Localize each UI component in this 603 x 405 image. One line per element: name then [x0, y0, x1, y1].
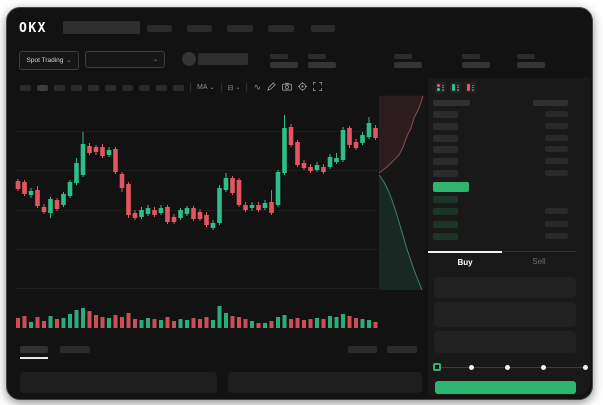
fullscreen-icon[interactable] [312, 82, 322, 93]
buy-submit-button[interactable] [435, 381, 576, 394]
amount-input[interactable] [434, 302, 576, 327]
nav-item-placeholder[interactable] [311, 25, 335, 32]
indicator-button[interactable]: MA ⌄ [197, 84, 215, 91]
buy-amount-placeholder [545, 233, 568, 240]
book-bids-icon[interactable] [450, 82, 461, 93]
sell-amount-placeholder [545, 111, 568, 117]
chevron-down-icon: ⌄ [235, 85, 241, 91]
sell-price-placeholder[interactable] [433, 111, 458, 118]
pair-name-placeholder [198, 53, 248, 65]
total-input[interactable] [434, 331, 576, 353]
price-input[interactable] [434, 277, 576, 298]
coin-avatar [182, 52, 196, 66]
toolbar-divider [246, 83, 248, 92]
sell-amount-placeholder [545, 134, 568, 141]
market-type-label: Spot Trading [26, 57, 64, 64]
sell-amount-placeholder [545, 146, 568, 153]
buy-amount-placeholder [545, 208, 568, 215]
okx-logo: OKX [19, 20, 47, 37]
slider-mark[interactable] [583, 365, 588, 370]
slider-mark[interactable] [469, 365, 474, 370]
chart-toolbar: MA ⌄ ⊟ ⌄ ∿ [20, 82, 322, 93]
slider-handle[interactable] [433, 363, 441, 371]
line-style-icon[interactable]: ∿ [253, 82, 261, 92]
ticker-stat [308, 54, 336, 68]
timeframe-button[interactable] [71, 84, 82, 91]
pair-selector-dropdown[interactable]: ⌄ [85, 51, 165, 68]
nav-item-placeholder[interactable] [227, 25, 253, 32]
buy-amount-placeholder [545, 220, 568, 227]
search-input[interactable] [63, 21, 140, 34]
tab-sell[interactable]: Sell [502, 251, 576, 272]
orders-table-placeholder [228, 372, 422, 393]
sell-price-placeholder[interactable] [433, 146, 458, 154]
bottom-action-placeholder[interactable] [348, 346, 377, 353]
book-asks-icon[interactable] [465, 82, 476, 93]
candlestick-chart[interactable] [14, 94, 428, 340]
timeframe-button[interactable] [139, 84, 150, 91]
orderbook-col-header-amount [533, 100, 568, 106]
buy-price-placeholder[interactable] [433, 233, 458, 241]
settings-gear-icon[interactable] [297, 82, 307, 93]
bottom-tab-active[interactable] [20, 346, 48, 353]
toolbar-divider [220, 83, 222, 92]
nav-item-placeholder[interactable] [187, 25, 212, 32]
slider-mark[interactable] [505, 365, 510, 370]
chevron-down-icon: ⌄ [152, 57, 158, 63]
nav-item-placeholder[interactable] [147, 25, 172, 32]
amount-slider-track[interactable] [437, 367, 586, 368]
timeframe-button[interactable] [54, 84, 65, 91]
timeframe-button[interactable] [105, 84, 116, 91]
draw-pencil-icon[interactable] [267, 82, 276, 93]
sell-price-placeholder[interactable] [433, 170, 458, 177]
ticker-stat [394, 54, 422, 68]
chevron-down-icon: ⌄ [66, 58, 72, 64]
sell-price-placeholder[interactable] [433, 158, 458, 166]
toolbar-divider [190, 83, 191, 92]
tab-buy[interactable]: Buy [428, 251, 502, 273]
timeframe-button[interactable] [122, 84, 133, 91]
book-combined-icon[interactable] [435, 82, 446, 93]
last-price-badge [433, 182, 469, 192]
sell-amount-placeholder [545, 170, 568, 176]
chevron-down-icon: ⌄ [209, 85, 215, 91]
slider-mark[interactable] [541, 365, 546, 370]
buy-price-placeholder[interactable] [433, 196, 458, 203]
ticker-stat [270, 54, 298, 68]
orders-table-placeholder [20, 372, 217, 393]
sell-amount-placeholder [545, 122, 568, 129]
overlay-button[interactable]: ⊟ ⌄ [227, 84, 241, 92]
buy-price-placeholder[interactable] [433, 208, 458, 216]
bottom-tab-underline [20, 357, 48, 359]
timeframe-button[interactable] [88, 84, 99, 91]
trade-tabs: Buy Sell [428, 251, 576, 273]
market-type-dropdown[interactable]: Spot Trading ⌄ [19, 51, 79, 70]
timeframe-button[interactable] [20, 84, 31, 91]
timeframe-button[interactable] [173, 84, 184, 91]
buy-price-placeholder[interactable] [433, 220, 458, 228]
orderbook-view-toggles [435, 82, 476, 93]
sell-amount-placeholder [545, 158, 568, 165]
timeframe-button-active[interactable] [37, 84, 48, 91]
nav-item-placeholder[interactable] [268, 25, 294, 32]
orderbook-col-header-price [433, 100, 470, 106]
timeframe-button[interactable] [156, 84, 167, 91]
ticker-stat [517, 54, 545, 68]
bottom-tab[interactable] [60, 346, 90, 353]
sell-price-placeholder[interactable] [433, 134, 458, 142]
camera-icon[interactable] [281, 82, 292, 93]
bottom-action-placeholder[interactable] [387, 346, 417, 353]
sell-price-placeholder[interactable] [433, 122, 458, 130]
ticker-stat [462, 54, 490, 68]
